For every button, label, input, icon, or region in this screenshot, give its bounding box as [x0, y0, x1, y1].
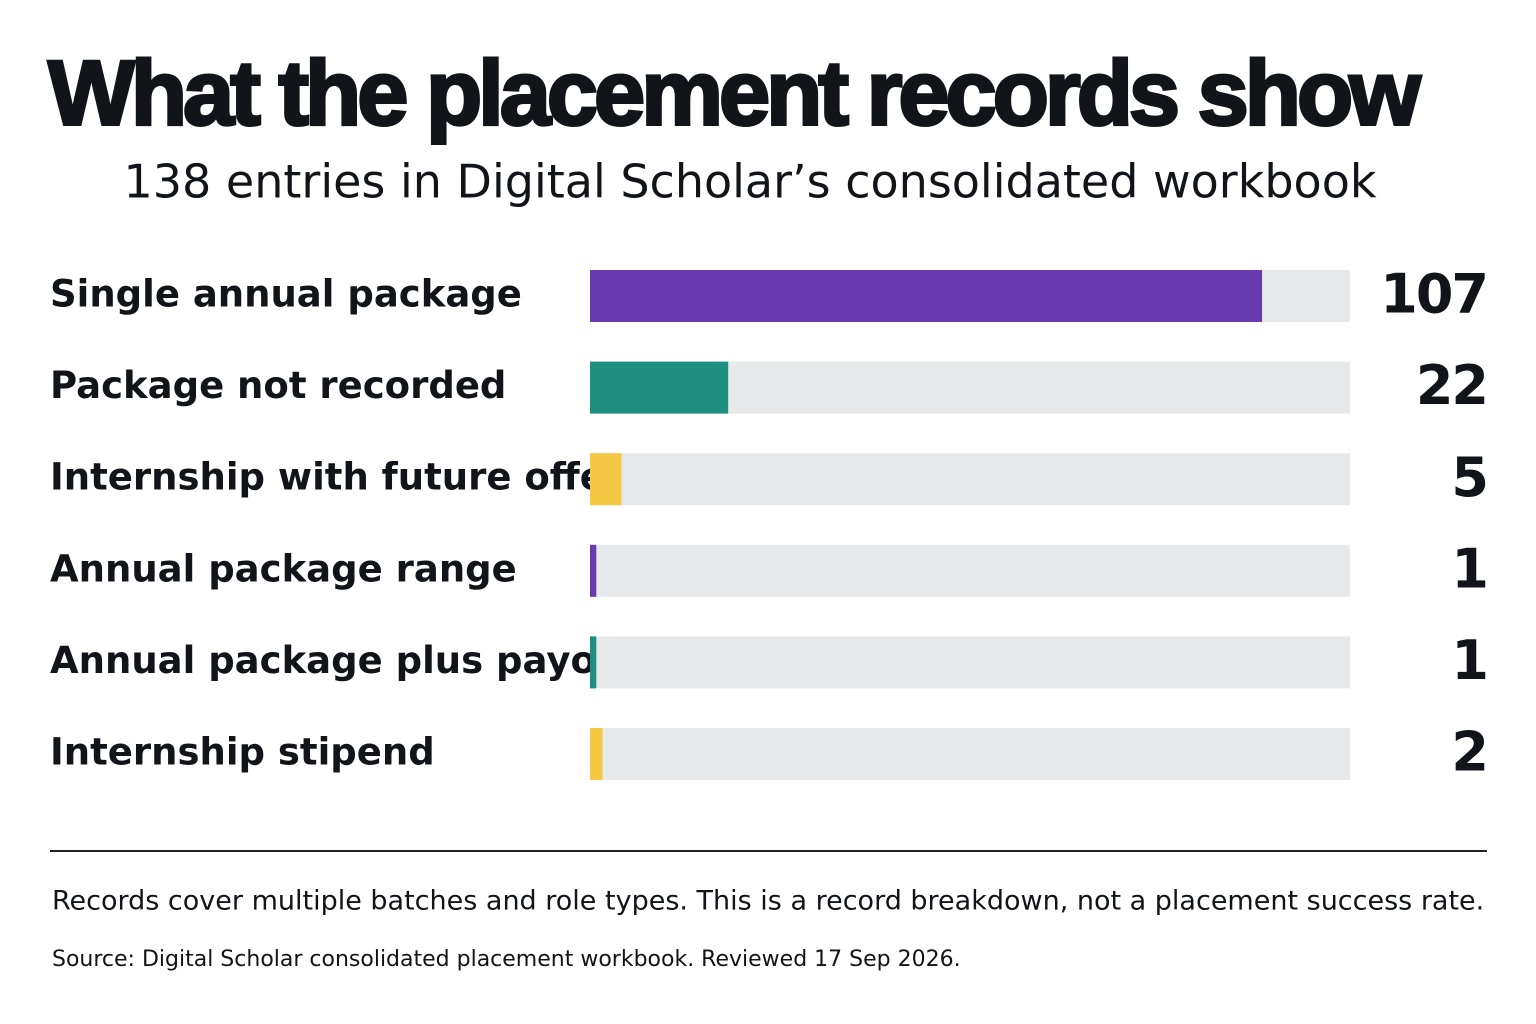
category-label: Single annual package	[50, 273, 522, 316]
bar	[590, 361, 729, 414]
chart-title: What the placement records show	[48, 42, 1421, 144]
category-label: Annual package range	[50, 547, 517, 590]
category-label: Package not recorded	[50, 364, 506, 407]
value-label: 1	[1451, 537, 1487, 600]
bar	[590, 636, 597, 689]
bar-track	[590, 544, 1350, 597]
bar	[590, 453, 622, 506]
bar-track	[590, 728, 1350, 780]
bar	[590, 544, 597, 597]
category-label: Internship with future offer	[50, 456, 624, 499]
value-label: 2	[1451, 721, 1487, 784]
category-label: Internship stipend	[50, 731, 435, 774]
note: Records cover multiple batches and role …	[52, 886, 1484, 917]
value-label: 107	[1380, 263, 1487, 326]
bar	[590, 270, 1263, 322]
source: Source: Digital Scholar consolidated pla…	[52, 947, 961, 972]
value-label: 22	[1416, 354, 1487, 417]
value-label: 5	[1451, 446, 1487, 509]
chart-subtitle: 138 entries in Digital Scholar’s consoli…	[124, 155, 1377, 209]
bar-track	[590, 453, 1350, 506]
bar-track	[590, 636, 1350, 689]
category-label: Annual package plus payout	[50, 639, 640, 682]
value-label: 1	[1451, 629, 1487, 692]
bar	[590, 728, 603, 780]
